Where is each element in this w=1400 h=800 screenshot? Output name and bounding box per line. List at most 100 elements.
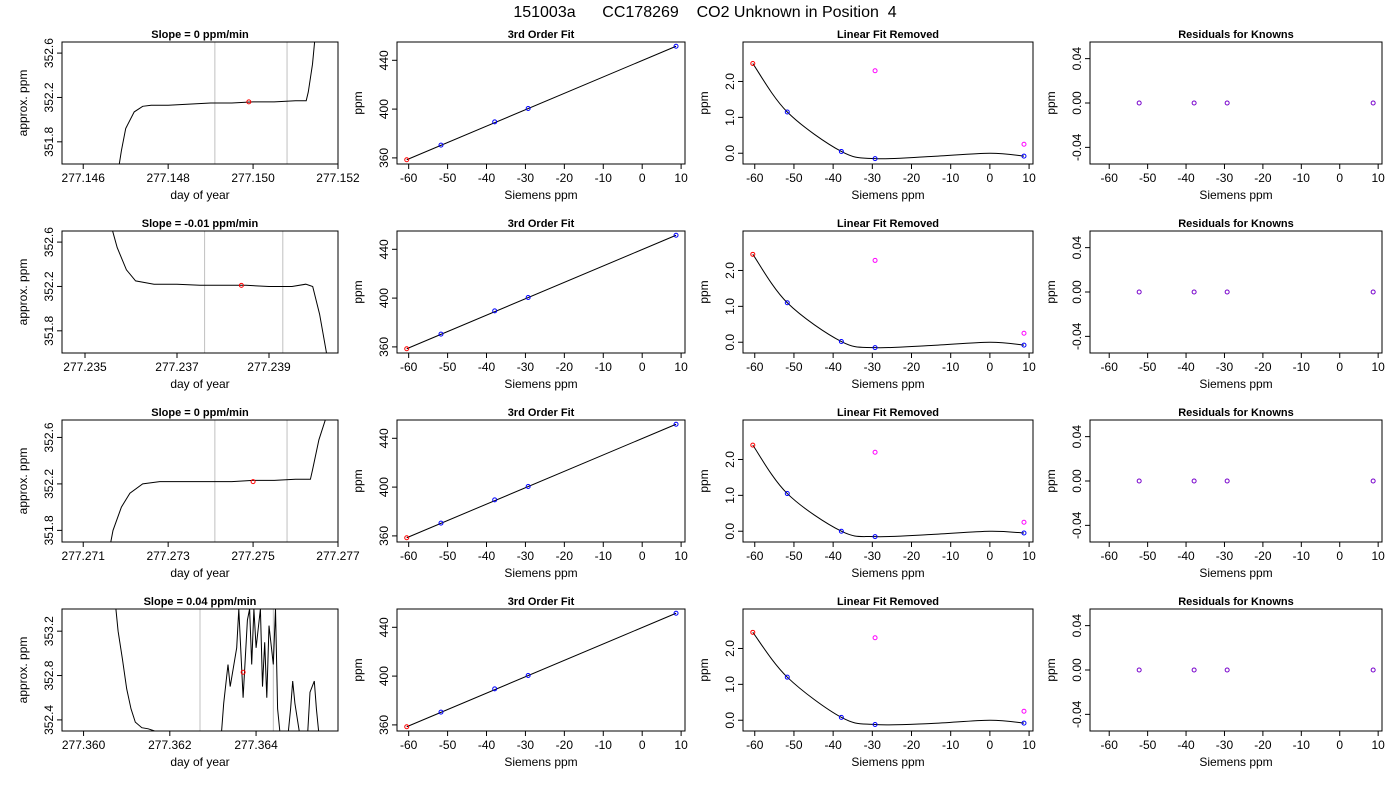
plot-area <box>750 442 1027 540</box>
plot-area <box>1136 478 1376 484</box>
y-tick-label: 440 <box>377 50 391 70</box>
y-axis-label: ppm <box>351 91 365 114</box>
unknown-marker <box>246 99 252 105</box>
x-axis-label: day of year <box>170 188 229 202</box>
known-point <box>784 109 790 115</box>
x-tick-label: -20 <box>1254 171 1272 185</box>
y-axis-label: ppm <box>697 469 711 492</box>
panel-title: 3rd Order Fit <box>508 596 575 608</box>
series-line <box>307 680 320 731</box>
known-point <box>872 156 878 162</box>
unknown-point <box>404 346 410 352</box>
y-axis-label: ppm <box>351 280 365 303</box>
x-tick-label: -40 <box>824 171 842 185</box>
y-tick-label: 0.0 <box>723 334 737 351</box>
known-point <box>1191 478 1197 484</box>
panel-r3-c2: 3rd Order Fit Siemens ppm ppm -60 -50 -40 -30 -… <box>351 407 688 580</box>
known-point <box>525 672 531 678</box>
x-axis-label: Siemens ppm <box>851 188 924 202</box>
fit-curve <box>752 444 1025 538</box>
x-tick-label: -30 <box>517 549 535 563</box>
y-tick-label: 0.0 <box>723 523 737 540</box>
y-tick-label: 400 <box>377 477 391 497</box>
x-axis-label: day of year <box>170 566 229 580</box>
y-axis-label: ppm <box>1044 91 1058 114</box>
y-tick-label: 0.00 <box>1070 658 1084 682</box>
extra-point <box>1021 519 1027 525</box>
x-tick-label: 277.275 <box>231 549 275 563</box>
plot-frame <box>61 419 339 543</box>
x-tick-label: -30 <box>1216 171 1234 185</box>
plot-frame <box>396 419 686 543</box>
y-tick-label: 440 <box>377 239 391 259</box>
known-point <box>1191 667 1197 673</box>
x-tick-label: 0 <box>1336 360 1343 374</box>
panel-title: Slope = 0 ppm/min <box>151 29 249 41</box>
known-point <box>673 421 679 427</box>
known-point <box>1021 342 1027 348</box>
panel-r4-c4: Residuals for Knowns Siemens ppm ppm -60 -50… <box>1044 596 1385 769</box>
y-tick-label: 352.6 <box>42 38 56 68</box>
known-point <box>438 709 444 715</box>
known-point <box>673 43 679 49</box>
x-tick-label: -40 <box>478 549 496 563</box>
x-tick-label: -40 <box>824 360 842 374</box>
x-axis-label: Siemens ppm <box>504 188 577 202</box>
y-axis-label: approx. ppm <box>16 259 30 326</box>
x-tick-label: 10 <box>674 549 688 563</box>
x-tick-label: 277.150 <box>231 171 275 185</box>
known-point <box>838 148 844 154</box>
fit-line <box>406 45 677 161</box>
x-tick-label: 10 <box>1371 738 1385 752</box>
x-tick-label: 277.146 <box>62 171 106 185</box>
series-line <box>221 609 281 731</box>
x-tick-label: -20 <box>903 171 921 185</box>
unknown-point <box>404 157 410 163</box>
y-tick-label: -0.04 <box>1070 133 1084 161</box>
extra-point <box>1021 330 1027 336</box>
x-tick-label: -20 <box>1254 549 1272 563</box>
x-tick-label: 277.235 <box>63 360 107 374</box>
fit-curve <box>752 632 1025 726</box>
y-tick-label: 352.2 <box>42 469 56 499</box>
fit-line <box>406 234 677 350</box>
known-point <box>492 119 498 125</box>
plot-area <box>112 231 327 353</box>
y-tick-label: 352.2 <box>42 271 56 301</box>
y-tick-label: -0.04 <box>1070 511 1084 539</box>
x-tick-label: -40 <box>1177 549 1195 563</box>
panel-title: Slope = 0 ppm/min <box>151 407 249 419</box>
known-point <box>1136 289 1142 295</box>
x-tick-label: -50 <box>1139 738 1157 752</box>
known-point <box>1224 667 1230 673</box>
y-axis-label: approx. ppm <box>16 637 30 704</box>
plot-area <box>404 610 679 730</box>
y-axis-label: ppm <box>697 658 711 681</box>
known-point <box>673 232 679 238</box>
known-point <box>1136 667 1142 673</box>
y-tick-label: 400 <box>377 99 391 119</box>
panel-title: Residuals for Knowns <box>1178 29 1294 41</box>
plot-area <box>118 42 316 164</box>
y-axis-label: approx. ppm <box>16 70 30 137</box>
y-tick-label: 440 <box>377 617 391 637</box>
plot-area <box>750 251 1027 351</box>
known-point <box>525 483 531 489</box>
x-tick-label: 0 <box>1336 549 1343 563</box>
known-point <box>492 686 498 692</box>
x-tick-label: 0 <box>1336 738 1343 752</box>
y-axis-label: ppm <box>351 469 365 492</box>
plot-frame <box>1089 41 1383 165</box>
known-point <box>784 300 790 306</box>
x-tick-label: 277.152 <box>316 171 360 185</box>
plot-area <box>110 420 326 542</box>
x-tick-label: -30 <box>1216 738 1234 752</box>
extra-point <box>872 68 878 74</box>
extra-point <box>1021 708 1027 714</box>
x-tick-label: -50 <box>439 360 457 374</box>
known-point <box>872 345 878 351</box>
x-tick-label: -30 <box>864 360 882 374</box>
series-line <box>110 420 326 542</box>
plot-area <box>750 61 1027 162</box>
x-axis-label: Siemens ppm <box>504 566 577 580</box>
